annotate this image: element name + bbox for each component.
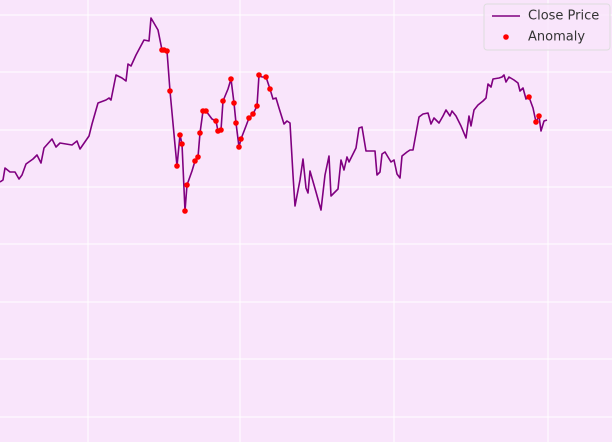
anomaly-point	[238, 136, 244, 142]
anomaly-point	[177, 132, 183, 138]
anomaly-point	[197, 130, 203, 136]
anomaly-point	[233, 120, 239, 126]
anomaly-point	[220, 98, 226, 104]
anomaly-point	[213, 118, 219, 124]
anomaly-point	[254, 103, 260, 109]
anomaly-point	[246, 115, 252, 121]
anomaly-point	[192, 158, 198, 164]
anomaly-point	[167, 88, 173, 94]
legend-dot	[503, 34, 509, 40]
anomaly-point	[263, 74, 269, 80]
anomaly-point	[250, 111, 256, 117]
anomaly-point	[526, 94, 532, 100]
anomaly-point	[164, 48, 170, 54]
anomaly-point	[179, 141, 185, 147]
price-line	[0, 17, 548, 212]
anomaly-point	[228, 76, 234, 82]
anomaly-point	[536, 113, 542, 119]
anomaly-point	[236, 144, 242, 150]
anomaly-point	[195, 154, 201, 160]
anomaly-point	[533, 119, 539, 125]
legend-label: Anomaly	[528, 30, 585, 45]
anomaly-point	[267, 86, 273, 92]
anomaly-point	[231, 100, 237, 106]
anomaly-point	[256, 72, 262, 78]
anomaly-point	[174, 163, 180, 169]
anomaly-point	[203, 108, 209, 114]
legend-label: Close Price	[528, 9, 599, 24]
anomaly-point	[218, 127, 224, 133]
anomaly-point	[184, 182, 190, 188]
anomaly-point	[182, 208, 188, 214]
legend: Close Price Anomaly	[483, 3, 611, 51]
